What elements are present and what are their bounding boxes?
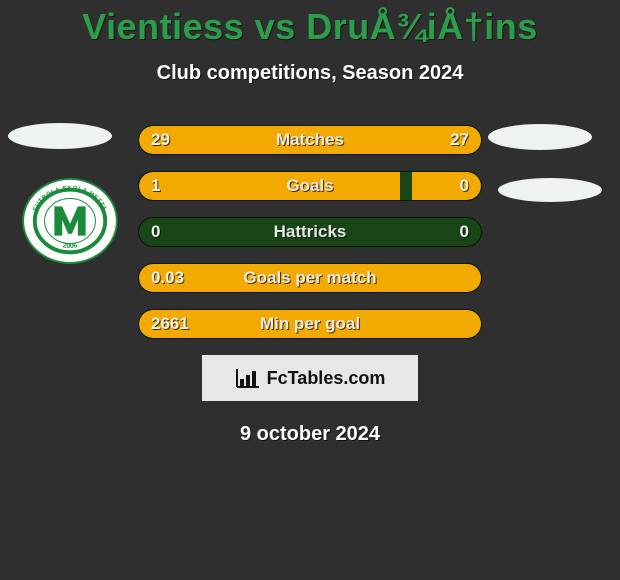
stat-label: Goals	[139, 172, 481, 200]
stats-block: 2927Matches 10Goals 00Hattricks 0.03Goals p…	[138, 125, 482, 339]
subtitle: Club competitions, Season 2024	[0, 62, 620, 85]
player-placeholder-left	[8, 123, 112, 149]
stat-label: Min per goal	[139, 310, 481, 338]
player-placeholder-right-2	[498, 178, 602, 202]
stat-row: 10Goals	[138, 171, 482, 201]
brand-text: FcTables.com	[267, 368, 386, 389]
stat-row: 2927Matches	[138, 125, 482, 155]
stat-row: 00Hattricks	[138, 217, 482, 247]
stat-label: Goals per match	[139, 264, 481, 292]
stat-row: 2661Min per goal	[138, 309, 482, 339]
stat-label: Matches	[139, 126, 481, 154]
bar-chart-icon	[235, 367, 261, 389]
stat-label: Hattricks	[139, 218, 481, 246]
page-title: Vientiess vs DruÅ¾iÅ†ins	[0, 0, 620, 48]
comparison-infographic: Vientiess vs DruÅ¾iÅ†ins Club competitio…	[0, 0, 620, 580]
stat-row: 0.03Goals per match	[138, 263, 482, 293]
date-label: 9 october 2024	[0, 423, 620, 446]
player-placeholder-right-1	[488, 124, 592, 150]
club-badge: FUTBOLA SKOLA METTA 2006	[21, 177, 119, 265]
brand-box: FcTables.com	[202, 355, 418, 401]
